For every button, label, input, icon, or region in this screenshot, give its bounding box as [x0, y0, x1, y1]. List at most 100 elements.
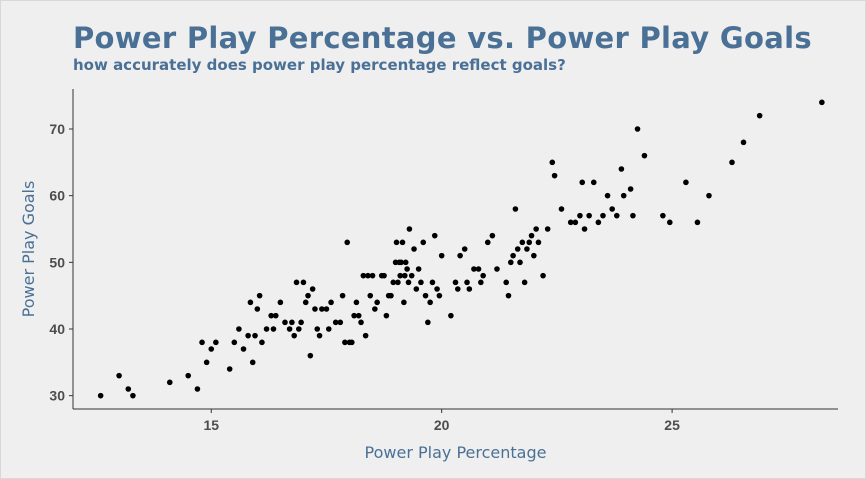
data-point [503, 279, 509, 286]
data-point [634, 126, 641, 132]
data-point [263, 326, 270, 332]
data-point [309, 286, 316, 292]
data-point [245, 332, 251, 339]
y-tick-label: 30 [49, 388, 65, 404]
data-point [595, 219, 602, 226]
data-point [586, 212, 592, 219]
data-point [342, 339, 348, 346]
data-point [408, 272, 415, 279]
data-point [415, 266, 422, 272]
data-point [398, 259, 404, 266]
data-point [325, 326, 332, 332]
data-point [577, 212, 583, 219]
data-point [323, 306, 330, 312]
data-point [381, 272, 387, 279]
x-ticks: 15 20 25 [203, 409, 680, 433]
data-point [613, 212, 620, 219]
data-point [627, 186, 634, 192]
data-point [579, 179, 586, 186]
data-point [344, 239, 351, 246]
data-point [475, 266, 482, 272]
data-point [531, 252, 537, 259]
data-point [97, 392, 104, 399]
data-point [706, 192, 712, 199]
data-point [484, 239, 491, 246]
data-point [618, 166, 625, 172]
data-point [300, 279, 307, 286]
data-point [393, 239, 400, 246]
data-point [166, 379, 173, 386]
data-point [512, 206, 519, 212]
data-point [528, 232, 535, 239]
data-point [427, 299, 433, 306]
data-point [457, 252, 463, 259]
data-point [349, 339, 355, 346]
data-point [337, 319, 344, 326]
data-point [549, 159, 556, 166]
data-point [630, 212, 636, 219]
data-point [369, 272, 376, 279]
data-point [358, 319, 364, 326]
data-point [185, 372, 192, 379]
data-point [756, 112, 763, 119]
data-point [480, 272, 486, 279]
data-point [517, 259, 523, 266]
data-point [461, 246, 468, 252]
data-point [374, 299, 380, 306]
data-point [302, 299, 309, 306]
data-point [272, 312, 279, 319]
data-point [434, 286, 440, 292]
data-point [249, 359, 256, 366]
data-point [694, 219, 701, 226]
data-point [429, 279, 436, 286]
data-point [307, 352, 314, 359]
data-points [97, 99, 825, 399]
data-point [452, 279, 459, 286]
data-point [413, 286, 420, 292]
data-point [236, 326, 242, 332]
data-point [116, 372, 122, 379]
data-point [305, 292, 311, 299]
data-point [425, 319, 431, 326]
data-point [282, 319, 288, 326]
data-point [240, 346, 247, 352]
y-axis-title: Power Play Goals [19, 181, 38, 318]
data-point [388, 292, 394, 299]
data-point [226, 366, 233, 372]
data-point [231, 339, 238, 346]
data-point [510, 252, 516, 259]
data-point [259, 339, 265, 346]
data-point [683, 179, 689, 186]
data-point [360, 272, 367, 279]
axes [72, 89, 838, 410]
data-point [372, 306, 378, 312]
data-point [438, 252, 445, 259]
x-tick-label: 25 [664, 417, 680, 433]
data-point [353, 299, 360, 306]
data-point [252, 332, 258, 339]
data-point [289, 319, 295, 326]
data-point [572, 219, 579, 226]
data-point [365, 272, 371, 279]
data-point [208, 346, 215, 352]
data-point [405, 279, 412, 286]
data-point [332, 319, 339, 326]
data-point [194, 386, 201, 392]
x-tick-label: 20 [434, 417, 450, 433]
data-point [551, 172, 558, 179]
data-point [355, 312, 362, 319]
y-tick-label: 60 [49, 188, 65, 204]
data-point [254, 306, 261, 312]
data-point [328, 299, 334, 306]
data-point [399, 239, 406, 246]
data-point [590, 179, 597, 186]
data-point [478, 279, 484, 286]
data-point [339, 292, 346, 299]
data-point [213, 339, 219, 346]
chart-subtitle: how accurately does power play percentag… [73, 56, 566, 74]
data-point [519, 239, 526, 246]
data-point [314, 326, 321, 332]
data-point [524, 246, 530, 252]
